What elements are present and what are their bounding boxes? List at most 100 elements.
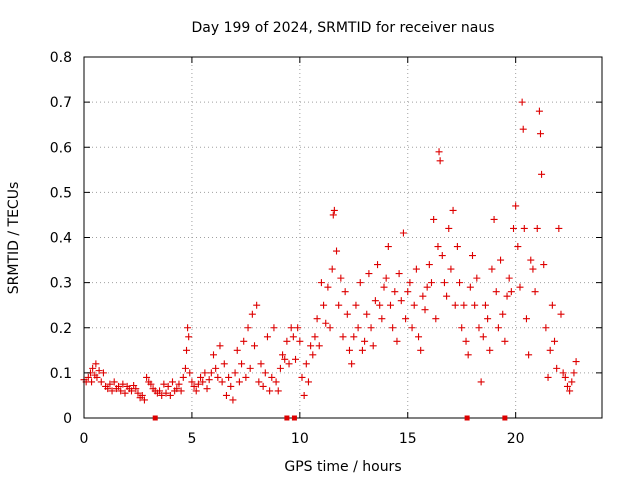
data-point bbox=[89, 364, 97, 372]
x-tick-label: 5 bbox=[187, 431, 196, 447]
x-tick-label: 20 bbox=[507, 431, 525, 447]
data-point bbox=[486, 346, 494, 354]
data-point bbox=[490, 215, 498, 223]
data-point bbox=[104, 385, 112, 393]
y-tick-label: 0.7 bbox=[50, 95, 72, 111]
data-point bbox=[229, 396, 237, 404]
data-point bbox=[456, 279, 464, 287]
data-point bbox=[563, 382, 571, 390]
data-point bbox=[160, 380, 168, 388]
data-point bbox=[503, 292, 511, 300]
data-point bbox=[317, 279, 325, 287]
data-point bbox=[553, 364, 561, 372]
data-point bbox=[473, 274, 481, 282]
data-point bbox=[475, 324, 483, 332]
data-point bbox=[408, 324, 416, 332]
data-point bbox=[447, 265, 455, 273]
data-point bbox=[356, 279, 364, 287]
data-point bbox=[410, 301, 418, 309]
data-point bbox=[127, 387, 135, 395]
data-point bbox=[270, 324, 278, 332]
data-point bbox=[88, 378, 96, 386]
data-point bbox=[453, 243, 461, 251]
gap-marker bbox=[464, 415, 470, 421]
data-point bbox=[510, 224, 518, 232]
data-point bbox=[380, 283, 388, 291]
data-point bbox=[462, 337, 470, 345]
data-point bbox=[324, 283, 332, 291]
data-point bbox=[492, 288, 500, 296]
data-point bbox=[97, 378, 105, 386]
data-point bbox=[384, 243, 392, 251]
data-point bbox=[501, 337, 509, 345]
data-point bbox=[263, 333, 271, 341]
data-point bbox=[259, 382, 267, 390]
gap-marker bbox=[291, 415, 297, 421]
y-tick-label: 0.8 bbox=[50, 50, 72, 66]
data-point bbox=[179, 373, 187, 381]
data-point bbox=[460, 301, 468, 309]
data-point bbox=[184, 324, 192, 332]
data-point bbox=[207, 369, 215, 377]
data-point bbox=[507, 288, 515, 296]
data-point bbox=[110, 378, 118, 386]
data-point bbox=[343, 310, 351, 318]
data-point bbox=[322, 319, 330, 327]
x-axis-label: GPS time / hours bbox=[284, 459, 401, 475]
data-point bbox=[287, 324, 295, 332]
data-point bbox=[292, 355, 300, 363]
data-point bbox=[210, 351, 217, 359]
data-point bbox=[557, 310, 565, 318]
data-point bbox=[419, 292, 427, 300]
data-point bbox=[427, 279, 435, 287]
data-point bbox=[173, 385, 181, 393]
data-point bbox=[188, 378, 196, 386]
data-point bbox=[436, 157, 444, 165]
data-point bbox=[417, 346, 425, 354]
data-point bbox=[559, 369, 567, 377]
data-point bbox=[382, 274, 390, 282]
data-point bbox=[162, 389, 170, 397]
y-tick-label: 0.4 bbox=[50, 231, 72, 247]
grid-lines bbox=[84, 57, 602, 418]
data-point bbox=[367, 324, 375, 332]
data-point bbox=[143, 373, 151, 381]
data-point bbox=[115, 382, 123, 390]
data-point bbox=[214, 373, 222, 381]
data-point bbox=[177, 387, 185, 395]
data-point bbox=[197, 373, 205, 381]
data-point bbox=[361, 337, 369, 345]
data-point bbox=[233, 346, 241, 354]
data-point bbox=[548, 301, 556, 309]
data-point bbox=[203, 385, 211, 393]
data-point bbox=[531, 288, 539, 296]
data-point bbox=[235, 378, 243, 386]
data-point bbox=[451, 301, 459, 309]
data-point bbox=[425, 261, 433, 269]
data-point bbox=[536, 130, 544, 138]
data-point bbox=[561, 373, 569, 381]
data-point bbox=[551, 337, 559, 345]
data-point bbox=[192, 387, 200, 395]
data-point bbox=[522, 315, 530, 323]
data-point bbox=[304, 378, 312, 386]
data-point bbox=[95, 367, 103, 375]
data-point bbox=[488, 265, 496, 273]
y-tick-label: 0.6 bbox=[50, 140, 72, 156]
y-tick-label: 0.5 bbox=[50, 185, 72, 201]
data-point bbox=[350, 333, 358, 341]
data-point bbox=[348, 360, 356, 368]
data-point bbox=[108, 387, 116, 395]
data-point bbox=[464, 351, 472, 359]
data-point bbox=[134, 389, 142, 397]
data-point bbox=[216, 342, 224, 350]
data-point bbox=[309, 351, 317, 359]
data-point bbox=[158, 391, 166, 399]
data-point bbox=[255, 378, 263, 386]
axis-ticks: 0 0.1 0.2 0.3 0.4 0.5 0.6 0.7 0.8 0 5 10 15 20 bbox=[50, 50, 602, 447]
data-point bbox=[307, 342, 315, 350]
data-point bbox=[238, 360, 246, 368]
data-point bbox=[529, 265, 537, 273]
data-point bbox=[399, 229, 407, 237]
data-point bbox=[328, 265, 336, 273]
